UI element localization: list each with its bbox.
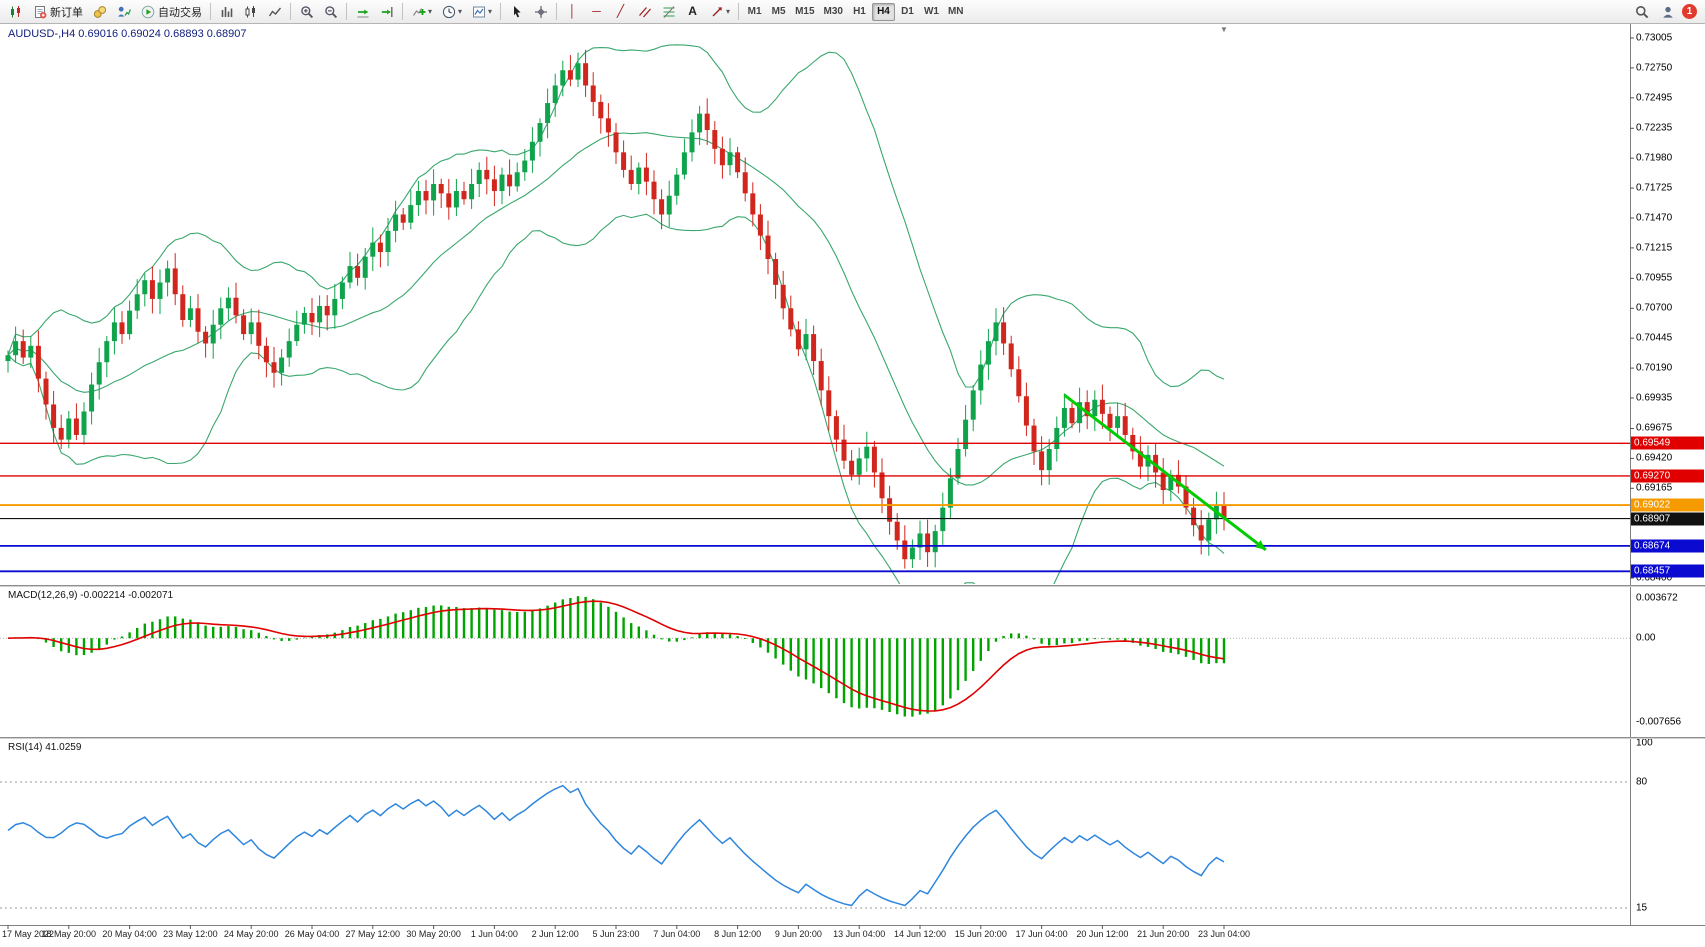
horizontal-line-icon: ─ bbox=[592, 4, 601, 18]
coins-icon bbox=[92, 4, 107, 19]
channel-button[interactable] bbox=[633, 2, 656, 22]
rsi-panel-area[interactable] bbox=[0, 740, 1630, 925]
play-icon bbox=[140, 4, 155, 19]
zoomin-icon bbox=[299, 4, 314, 19]
toolbar-separator bbox=[290, 3, 291, 20]
toolbar-separator bbox=[346, 3, 347, 20]
timeframe-h1-button[interactable]: H1 bbox=[853, 6, 866, 17]
userchart-icon bbox=[116, 4, 131, 19]
autotrading-button-label: 自动交易 bbox=[158, 6, 202, 19]
search-button[interactable] bbox=[1630, 2, 1653, 22]
arrowtool-icon bbox=[709, 4, 724, 19]
text-icon: A bbox=[688, 4, 697, 18]
trendline-icon: ╱ bbox=[616, 4, 625, 18]
search-icon bbox=[1634, 4, 1649, 19]
barchart-icon bbox=[219, 4, 234, 19]
autoscroll-icon bbox=[355, 4, 370, 19]
timeframe-m1-button[interactable]: M1 bbox=[747, 6, 762, 17]
new-order-button-label: 新订单 bbox=[50, 6, 83, 19]
chart-shift-button[interactable] bbox=[375, 2, 398, 22]
toolbar-separator bbox=[500, 3, 502, 20]
trendline-button[interactable]: ╱ bbox=[609, 2, 632, 22]
candlechart-icon bbox=[8, 4, 23, 19]
vertical-line-button[interactable]: │ bbox=[561, 2, 584, 22]
neworder-icon bbox=[32, 4, 47, 19]
price-scale-area[interactable] bbox=[1630, 24, 1705, 925]
zoom-in-button[interactable] bbox=[295, 2, 318, 22]
time-axis-area[interactable] bbox=[0, 925, 1705, 947]
clock-icon bbox=[441, 4, 456, 19]
candlechart2-icon bbox=[243, 4, 258, 19]
new-order-button[interactable]: 新订单 bbox=[28, 2, 87, 22]
autotrading-button[interactable]: 自动交易 bbox=[136, 2, 206, 22]
account-button[interactable] bbox=[1656, 2, 1679, 22]
crosshair-icon bbox=[533, 4, 548, 19]
dropdown-caret-icon: ▾ bbox=[458, 7, 463, 16]
timeframe-d1-button[interactable]: D1 bbox=[901, 6, 914, 17]
cursor-icon bbox=[509, 4, 524, 19]
template-icon bbox=[471, 4, 486, 19]
market-watch-button[interactable] bbox=[88, 2, 111, 22]
zoom-out-button[interactable] bbox=[319, 2, 342, 22]
timeframe-m30-button[interactable]: M30 bbox=[823, 6, 843, 17]
rsi-panel-divider[interactable] bbox=[0, 737, 1705, 739]
candlestick-chart-button[interactable] bbox=[239, 2, 262, 22]
toolbar-left-groups: 新订单 自动交易 ▾ ▾ ▾ │ ─ ╱ A ▾ M1 M5 M15 M30 H1 H4 D1 W1 MN bbox=[4, 0, 968, 23]
crosshair-button[interactable] bbox=[529, 2, 552, 22]
templates-button[interactable]: ▾ bbox=[467, 2, 496, 22]
dropdown-caret-icon: ▾ bbox=[428, 7, 433, 16]
timeframe-h4-button[interactable]: H4 bbox=[871, 2, 895, 21]
channel-icon bbox=[637, 4, 652, 19]
cursor-button[interactable] bbox=[505, 2, 528, 22]
linechart-icon bbox=[267, 4, 282, 19]
horizontal-line-button[interactable]: ─ bbox=[585, 2, 608, 22]
timeframe-m15-button[interactable]: M15 bbox=[795, 6, 815, 17]
vertical-line-icon: │ bbox=[568, 4, 577, 18]
line-chart-button[interactable] bbox=[263, 2, 286, 22]
main-chart-area[interactable] bbox=[0, 24, 1630, 585]
toolbar-separator bbox=[402, 3, 403, 20]
timeframe-mn-button[interactable]: MN bbox=[947, 6, 964, 17]
toolbar-separator bbox=[556, 3, 558, 20]
new-chart-button[interactable] bbox=[4, 2, 27, 22]
toolbar-right-groups: 1 bbox=[1630, 2, 1701, 22]
navigator-button[interactable] bbox=[112, 2, 135, 22]
indicators-button[interactable]: ▾ bbox=[407, 2, 436, 22]
toolbar: 新订单 自动交易 ▾ ▾ ▾ │ ─ ╱ A ▾ M1 M5 M15 M30 H1 H4 D1 W1 MN 1 bbox=[0, 0, 1705, 24]
bar-chart-button[interactable] bbox=[215, 2, 238, 22]
macd-panel-divider[interactable] bbox=[0, 585, 1705, 587]
fibonacci-button[interactable] bbox=[657, 2, 680, 22]
arrows-button[interactable]: ▾ bbox=[705, 2, 734, 22]
toolbar-separator bbox=[210, 3, 211, 20]
dropdown-caret-icon: ▾ bbox=[488, 7, 493, 16]
text-button[interactable]: A bbox=[681, 2, 704, 22]
chartshift-icon bbox=[379, 4, 394, 19]
fibo-icon bbox=[661, 4, 676, 19]
dropdown-caret-icon: ▾ bbox=[726, 7, 731, 16]
user-icon bbox=[1660, 4, 1675, 19]
auto-scroll-button[interactable] bbox=[351, 2, 374, 22]
macd-panel-area[interactable] bbox=[0, 588, 1630, 737]
timeframe-w1-button[interactable]: W1 bbox=[923, 6, 939, 17]
notification-badge[interactable]: 1 bbox=[1682, 4, 1697, 19]
indicators-icon bbox=[411, 4, 426, 19]
timeframe-m5-button[interactable]: M5 bbox=[771, 6, 786, 17]
periods-button[interactable]: ▾ bbox=[437, 2, 466, 22]
toolbar-separator bbox=[738, 3, 740, 20]
zoomout-icon bbox=[323, 4, 338, 19]
